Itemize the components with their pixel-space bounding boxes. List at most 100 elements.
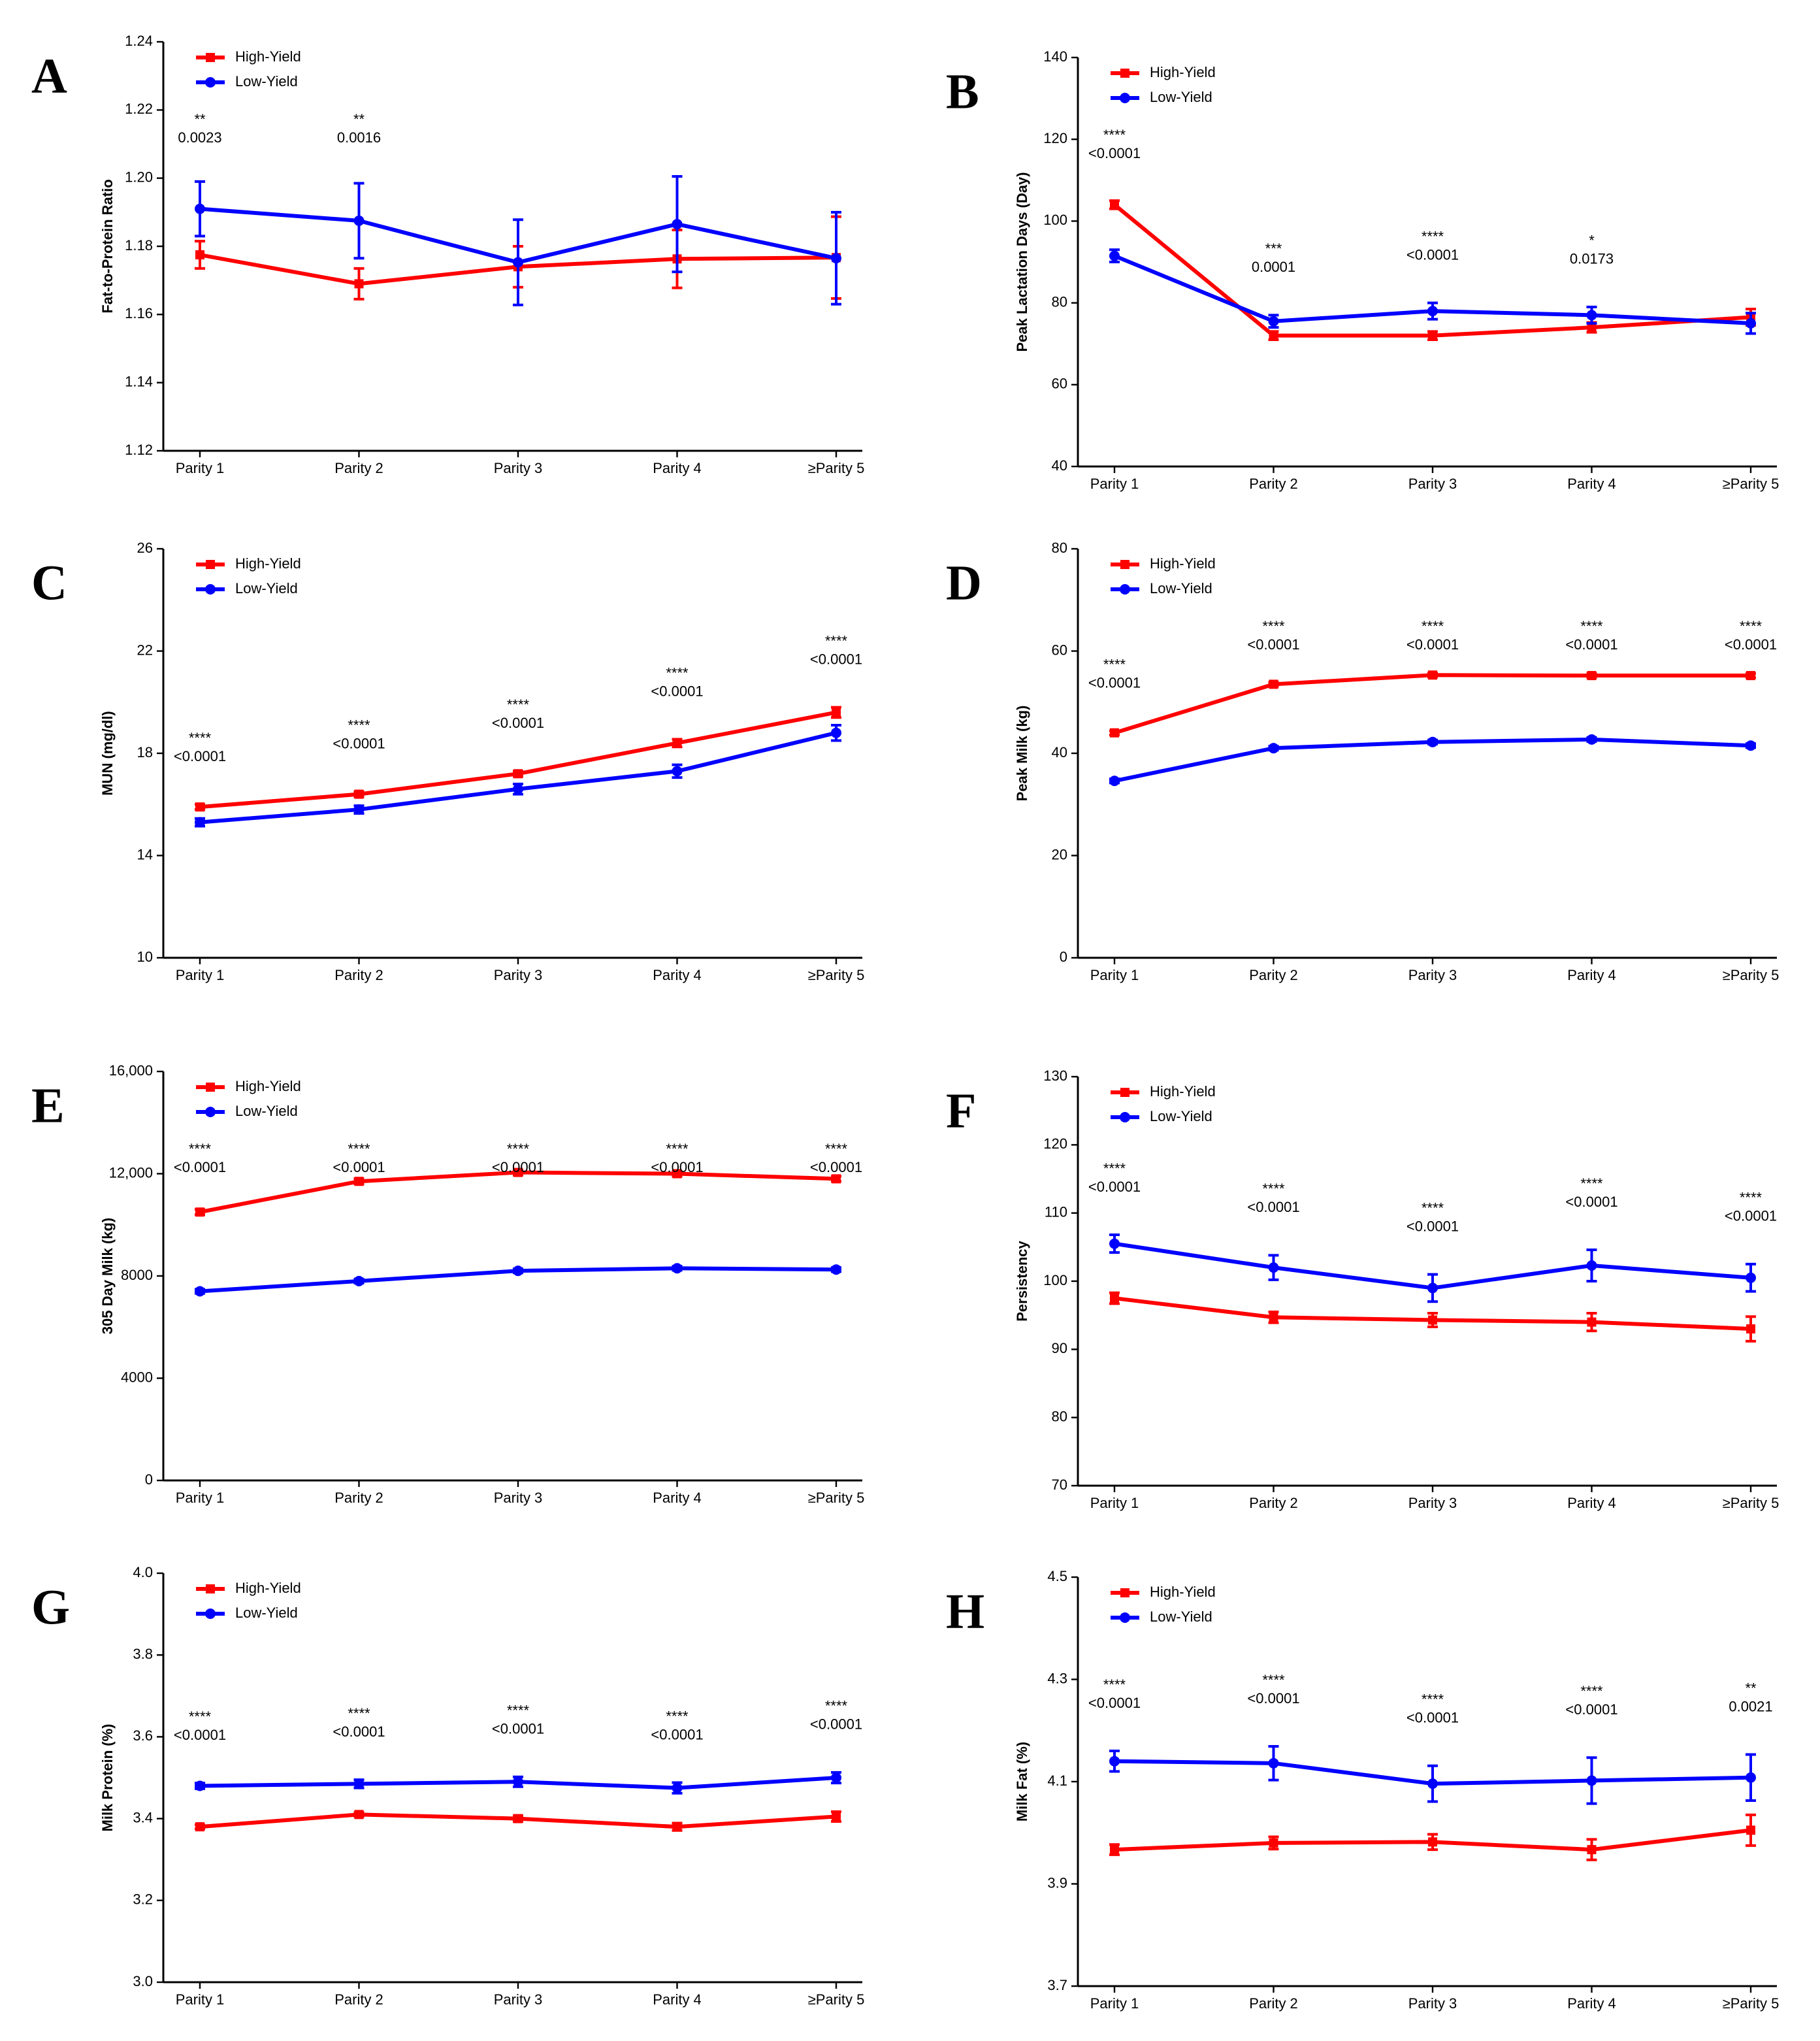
marker [1586,734,1597,745]
legend-label: Low-Yield [1150,1108,1212,1124]
marker [1109,1755,1120,1767]
x-tick-label: Parity 3 [494,967,543,983]
marker [353,1778,365,1789]
p-value: <0.0001 [492,1721,544,1737]
significance-stars: ** [1745,1680,1757,1696]
legend-marker [1120,93,1130,103]
marker [1109,776,1120,787]
y-tick-label: 3.2 [133,1891,153,1908]
x-tick-label: Parity 4 [1567,476,1616,492]
y-tick-label: 1.24 [125,33,153,49]
x-tick-label: Parity 4 [653,1490,702,1506]
p-value: <0.0001 [810,1159,862,1175]
marker [1746,740,1756,751]
marker [1427,306,1438,317]
x-tick-label: Parity 2 [1249,1995,1298,2012]
marker [1746,1772,1756,1783]
significance-stars: **** [507,696,530,713]
legend-label: Low-Yield [1150,1608,1212,1625]
y-axis-label: Peak Milk (kg) [1014,706,1030,802]
legend-marker [1120,69,1129,78]
marker [1746,1825,1755,1835]
legend-marker [205,584,216,595]
legend-marker [206,53,215,62]
p-value: <0.0001 [492,715,544,731]
significance-stars: **** [348,1141,370,1157]
x-tick-label: Parity 2 [1249,1495,1298,1511]
y-tick-label: 12,000 [109,1164,153,1181]
marker [1428,1837,1437,1847]
legend-label: Low-Yield [235,580,298,596]
x-tick-label: Parity 2 [334,460,383,476]
y-tick-label: 100 [1043,212,1067,228]
marker [354,789,364,799]
p-value: <0.0001 [1088,674,1141,691]
panel-letter: A [31,48,67,103]
x-tick-label: Parity 1 [1090,1995,1139,2012]
marker [1268,1757,1279,1769]
y-tick-label: 4.0 [133,1564,153,1580]
marker [1746,1272,1756,1283]
legend-marker [206,560,215,569]
marker [672,738,682,748]
y-tick-label: 14 [137,846,153,862]
panel-letter: E [31,1078,65,1133]
marker [195,1207,204,1217]
legend-marker [205,1107,216,1117]
x-tick-label: ≥Parity 5 [808,1490,865,1506]
x-tick-label: ≥Parity 5 [1723,1495,1779,1511]
legend-label: Low-Yield [235,73,298,90]
marker [513,257,523,268]
legend-marker [205,77,216,88]
marker [354,1177,364,1186]
x-tick-label: ≥Parity 5 [1723,967,1779,983]
significance-stars: **** [1740,1190,1763,1206]
p-value: <0.0001 [1247,1199,1299,1215]
legend-marker [1120,1088,1129,1097]
significance-stars: **** [1262,618,1285,634]
y-tick-label: 3.9 [1047,1874,1067,1891]
marker [195,203,205,214]
legend-label: Low-Yield [1150,580,1212,596]
significance-stars: **** [1740,618,1763,634]
y-tick-label: 1.12 [125,442,153,458]
panel: G Milk Protein (%) 3.0 3.2 3.4 3.6 3.8 4.0 Parit… [31,1564,864,2008]
significance-stars: **** [1262,1181,1285,1197]
marker [1110,728,1119,738]
x-tick-label: Parity 4 [1567,1995,1616,2012]
y-tick-label: 120 [1043,1135,1067,1152]
marker [513,769,523,779]
marker [195,817,205,828]
p-value: <0.0001 [1247,1690,1299,1706]
p-value: <0.0001 [651,1726,703,1742]
x-tick-label: Parity 3 [1408,1995,1457,2012]
y-tick-label: 80 [1052,293,1067,310]
y-tick-label: 26 [137,540,153,556]
p-value: <0.0001 [651,1159,703,1175]
y-tick-label: 8000 [121,1267,153,1283]
legend-label: High-Yield [235,555,301,572]
y-tick-label: 110 [1045,1203,1067,1220]
p-value: <0.0001 [1088,1179,1141,1195]
x-tick-label: ≥Parity 5 [808,1991,865,2008]
significance-stars: **** [1580,618,1603,634]
marker [353,1275,365,1286]
y-tick-label: 4.5 [1047,1568,1067,1584]
legend-label: High-Yield [1150,64,1216,80]
y-axis-label: Persistency [1014,1240,1030,1321]
marker [195,1780,205,1791]
marker [1269,331,1278,340]
p-value: <0.0001 [810,1716,862,1733]
x-tick-label: Parity 4 [1567,967,1616,983]
significance-stars: **** [348,717,370,734]
y-tick-label: 40 [1052,744,1067,760]
series-line [199,1170,837,1215]
significance-stars: **** [1580,1175,1603,1192]
marker [195,802,204,812]
panel-letter: B [946,64,979,119]
significance-stars: **** [1422,1200,1444,1216]
significance-stars: **** [1422,228,1444,244]
x-tick-label: Parity 1 [176,967,225,983]
marker [1268,1262,1279,1273]
y-tick-label: 1.18 [125,237,153,253]
